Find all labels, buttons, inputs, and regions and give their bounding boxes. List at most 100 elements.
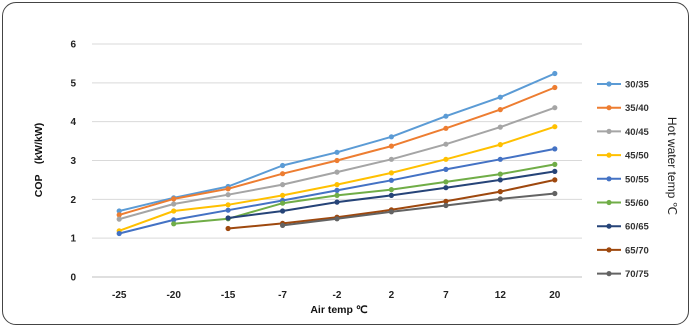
- data-point: [171, 217, 177, 223]
- data-point: [280, 171, 286, 177]
- data-point: [443, 166, 449, 172]
- y-tick-label: 4: [70, 117, 76, 128]
- data-point: [552, 146, 558, 152]
- series-line: [282, 192, 555, 227]
- data-point: [388, 134, 394, 140]
- data-point: [497, 196, 503, 202]
- x-tick-label: -2: [333, 290, 342, 301]
- series-layer: [116, 70, 558, 237]
- data-point: [497, 124, 503, 130]
- chart-frame: [2, 2, 689, 325]
- legend-label: 55/60: [625, 198, 649, 209]
- data-point: [552, 177, 558, 183]
- series-70-75: [280, 190, 558, 228]
- legend-swatch-marker: [606, 176, 612, 182]
- legend-label: 35/40: [625, 103, 649, 114]
- data-point: [552, 105, 558, 111]
- legend-swatch-marker: [606, 199, 612, 206]
- data-point: [443, 125, 449, 131]
- data-point: [443, 185, 449, 191]
- data-point: [388, 170, 394, 176]
- data-point: [334, 182, 340, 188]
- data-point: [334, 157, 340, 164]
- data-point: [443, 156, 449, 162]
- x-tick-labels: -25 -20 -15 -7 -2 2 7 12 20: [112, 290, 561, 301]
- data-point: [116, 230, 122, 237]
- legend-entry: 30/35: [597, 80, 649, 91]
- legend-entry: 65/70: [597, 245, 649, 256]
- y-tick-label: 5: [70, 78, 76, 89]
- data-point: [334, 169, 340, 175]
- legend-swatch-marker: [606, 152, 612, 158]
- series-60-65: [225, 168, 558, 221]
- legend-label: 30/35: [625, 80, 649, 91]
- data-point: [280, 162, 286, 169]
- x-tick-label: 12: [495, 290, 507, 301]
- y-axis-title: COP (kW/kW): [33, 123, 45, 197]
- data-point: [225, 225, 231, 232]
- data-point: [388, 187, 394, 193]
- data-point: [171, 201, 177, 207]
- y-tick-label: 0: [70, 273, 76, 284]
- data-point: [443, 141, 449, 147]
- data-point: [280, 208, 286, 214]
- data-point: [552, 161, 558, 167]
- data-point: [497, 156, 503, 162]
- data-point: [334, 192, 340, 198]
- series-40-45: [116, 105, 558, 222]
- data-point: [497, 142, 503, 148]
- data-point: [497, 171, 503, 177]
- data-point: [280, 200, 286, 206]
- x-tick-label: 20: [549, 290, 561, 301]
- x-axis-title: Air temp ℃: [310, 304, 368, 316]
- grid-layer: [92, 43, 582, 278]
- data-point: [116, 216, 122, 222]
- legend-entry: 45/50: [597, 151, 649, 162]
- data-point: [171, 221, 177, 227]
- data-point: [552, 70, 558, 77]
- legend-entry: 60/65: [597, 222, 649, 233]
- data-point: [497, 107, 503, 113]
- data-point: [388, 209, 394, 215]
- data-point: [443, 202, 449, 209]
- legend: 30/35 35/40 40/45 45/50 50/55 55/60 60/65 65/70…: [597, 80, 649, 280]
- x-tick-label: -25: [112, 290, 127, 301]
- series-50-55: [116, 146, 558, 237]
- legend-entry: 40/45: [597, 127, 649, 138]
- x-tick-label: -15: [221, 290, 236, 301]
- legend-swatch-marker: [606, 271, 612, 277]
- data-point: [334, 149, 340, 155]
- series-35-40: [116, 84, 558, 218]
- data-point: [552, 124, 558, 130]
- data-point: [116, 212, 122, 218]
- data-point: [552, 84, 558, 91]
- data-point: [388, 143, 394, 149]
- legend-entry: 55/60: [597, 198, 649, 209]
- data-point: [225, 215, 231, 221]
- data-point: [443, 113, 449, 119]
- y-tick-label: 3: [70, 156, 76, 167]
- x-tick-label: -7: [278, 290, 287, 301]
- data-point: [334, 199, 340, 205]
- data-point: [280, 192, 286, 198]
- legend-label: 45/50: [625, 151, 649, 162]
- data-point: [334, 187, 340, 193]
- data-point: [388, 177, 394, 183]
- legend-entry: 35/40: [597, 103, 649, 114]
- data-point: [280, 222, 286, 228]
- data-point: [225, 192, 231, 198]
- legend-swatch-marker: [606, 223, 612, 229]
- data-point: [388, 192, 394, 198]
- legend-label: 50/55: [625, 174, 649, 185]
- legend-label: 70/75: [625, 269, 649, 280]
- data-point: [552, 190, 558, 197]
- data-point: [225, 207, 231, 213]
- series-30-35: [116, 70, 558, 214]
- data-point: [225, 186, 231, 192]
- data-point: [443, 198, 449, 204]
- legend-swatch-marker: [606, 81, 612, 87]
- data-point: [334, 216, 340, 222]
- data-point: [171, 208, 177, 214]
- data-point: [225, 202, 231, 208]
